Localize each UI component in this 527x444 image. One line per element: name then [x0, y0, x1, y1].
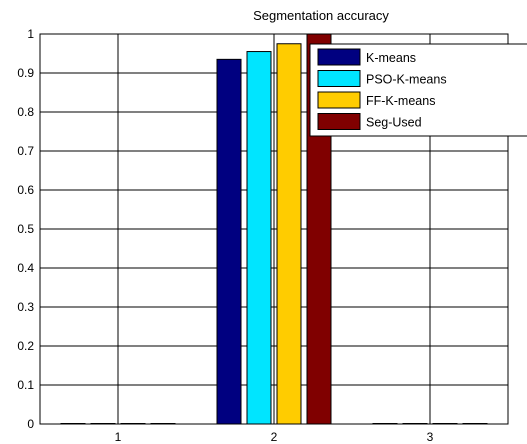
- y-tick-label: 0.2: [17, 339, 34, 353]
- legend-label: K-means: [366, 51, 416, 65]
- axes: [39, 33, 509, 425]
- y-tick-label: 0.3: [17, 300, 34, 314]
- y-tick-label: 0: [27, 417, 34, 431]
- y-tick-label: 0.4: [17, 261, 34, 275]
- y-tick-label: 0.9: [17, 66, 34, 80]
- legend-label: PSO-K-means: [366, 73, 447, 87]
- axes-box: [39, 33, 509, 425]
- y-tick-label: 0.7: [17, 144, 34, 158]
- legend-label: Seg-Used: [366, 116, 422, 130]
- chart-title: Segmentation accuracy: [253, 8, 389, 23]
- y-tick-label: 0.8: [17, 105, 34, 119]
- legend: K-means PSO-K-means FF-K-means Seg-Used: [309, 43, 527, 137]
- tick-labels: 0 0.1 0.2 0.3 0.4 0.5 0.6 0.7 0.8 0.9 1 1 2 3: [17, 27, 433, 444]
- x-tick-label: 1: [115, 430, 122, 444]
- legend-label: FF-K-means: [366, 94, 435, 108]
- bar-k-means-2: [216, 58, 242, 425]
- legend-swatch: [317, 113, 361, 130]
- bar-pso-k-means-2: [246, 51, 272, 425]
- x-tick-label: 2: [271, 430, 278, 444]
- y-tick-label: 0.6: [17, 183, 34, 197]
- y-tick-label: 0.5: [17, 222, 34, 236]
- y-tick-label: 1: [27, 27, 34, 41]
- bar-ff-k-means-2: [276, 43, 302, 425]
- y-tick-label: 0.1: [17, 378, 34, 392]
- legend-swatch: [317, 91, 361, 109]
- x-tick-label: 3: [427, 430, 434, 444]
- legend-swatch: [317, 48, 361, 66]
- legend-swatch: [317, 70, 361, 87]
